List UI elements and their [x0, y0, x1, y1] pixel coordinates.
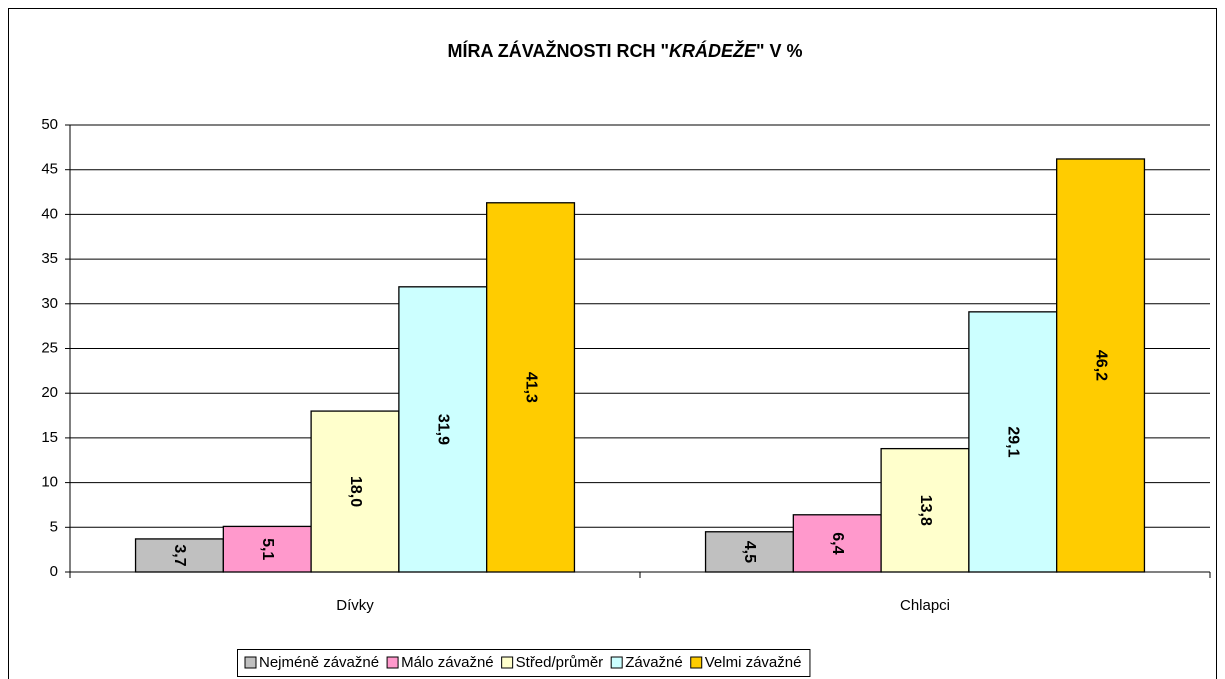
y-tick-label: 45	[41, 161, 58, 178]
legend-swatch	[386, 656, 399, 669]
data-label: 18,0	[347, 476, 364, 507]
legend-label: Střed/průměr	[516, 654, 604, 671]
data-label: 41,3	[522, 372, 539, 403]
y-tick-label: 30	[41, 295, 58, 312]
x-tick-label: Chlapci	[900, 597, 950, 614]
bar	[880, 447, 970, 573]
data-label: 5,1	[259, 538, 276, 560]
y-tick-label: 15	[41, 429, 58, 446]
y-tick-label: 50	[41, 116, 58, 133]
data-label: 29,1	[1005, 426, 1022, 457]
legend-label: Nejméně závažné	[259, 654, 379, 671]
legend-label: Málo závažné	[401, 654, 494, 671]
bar	[704, 531, 794, 573]
title-part: MÍRA ZÁVAŽNOSTI RCH "	[447, 40, 669, 61]
data-label: 6,4	[829, 532, 846, 554]
legend-swatch	[690, 656, 703, 669]
legend-label: Velmi závažné	[705, 654, 802, 671]
bar	[310, 410, 400, 573]
y-tick-label: 20	[41, 384, 58, 401]
legend-label: Závažné	[625, 654, 683, 671]
legend-swatch	[610, 656, 623, 669]
data-label: 13,8	[917, 495, 934, 526]
data-label: 46,2	[1092, 350, 1109, 381]
title-part: " V %	[756, 41, 803, 61]
legend-box	[237, 649, 811, 677]
y-tick-label: 10	[41, 474, 58, 491]
y-tick-label: 5	[50, 518, 58, 535]
legend-swatch	[501, 656, 514, 669]
bar	[1056, 158, 1146, 573]
chart-title: MÍRA ZÁVAŽNOSTI RCH "KRÁDEŽE" V %	[447, 40, 802, 61]
x-tick-label: Dívky	[336, 597, 374, 614]
y-tick-label: 35	[41, 250, 58, 267]
data-label: 31,9	[435, 414, 452, 445]
data-label: 3,7	[171, 544, 188, 566]
y-tick-label: 40	[41, 205, 58, 222]
data-label: 4,5	[741, 541, 758, 563]
bar	[398, 286, 488, 573]
legend: Nejméně závažné Málo závažné Střed/průměr Z…	[237, 649, 811, 677]
y-tick-label: 25	[41, 339, 58, 356]
legend-swatch	[244, 656, 257, 669]
title-part: KRÁDEŽE	[669, 40, 757, 61]
bar	[486, 202, 576, 573]
y-tick-label: 0	[50, 563, 58, 580]
